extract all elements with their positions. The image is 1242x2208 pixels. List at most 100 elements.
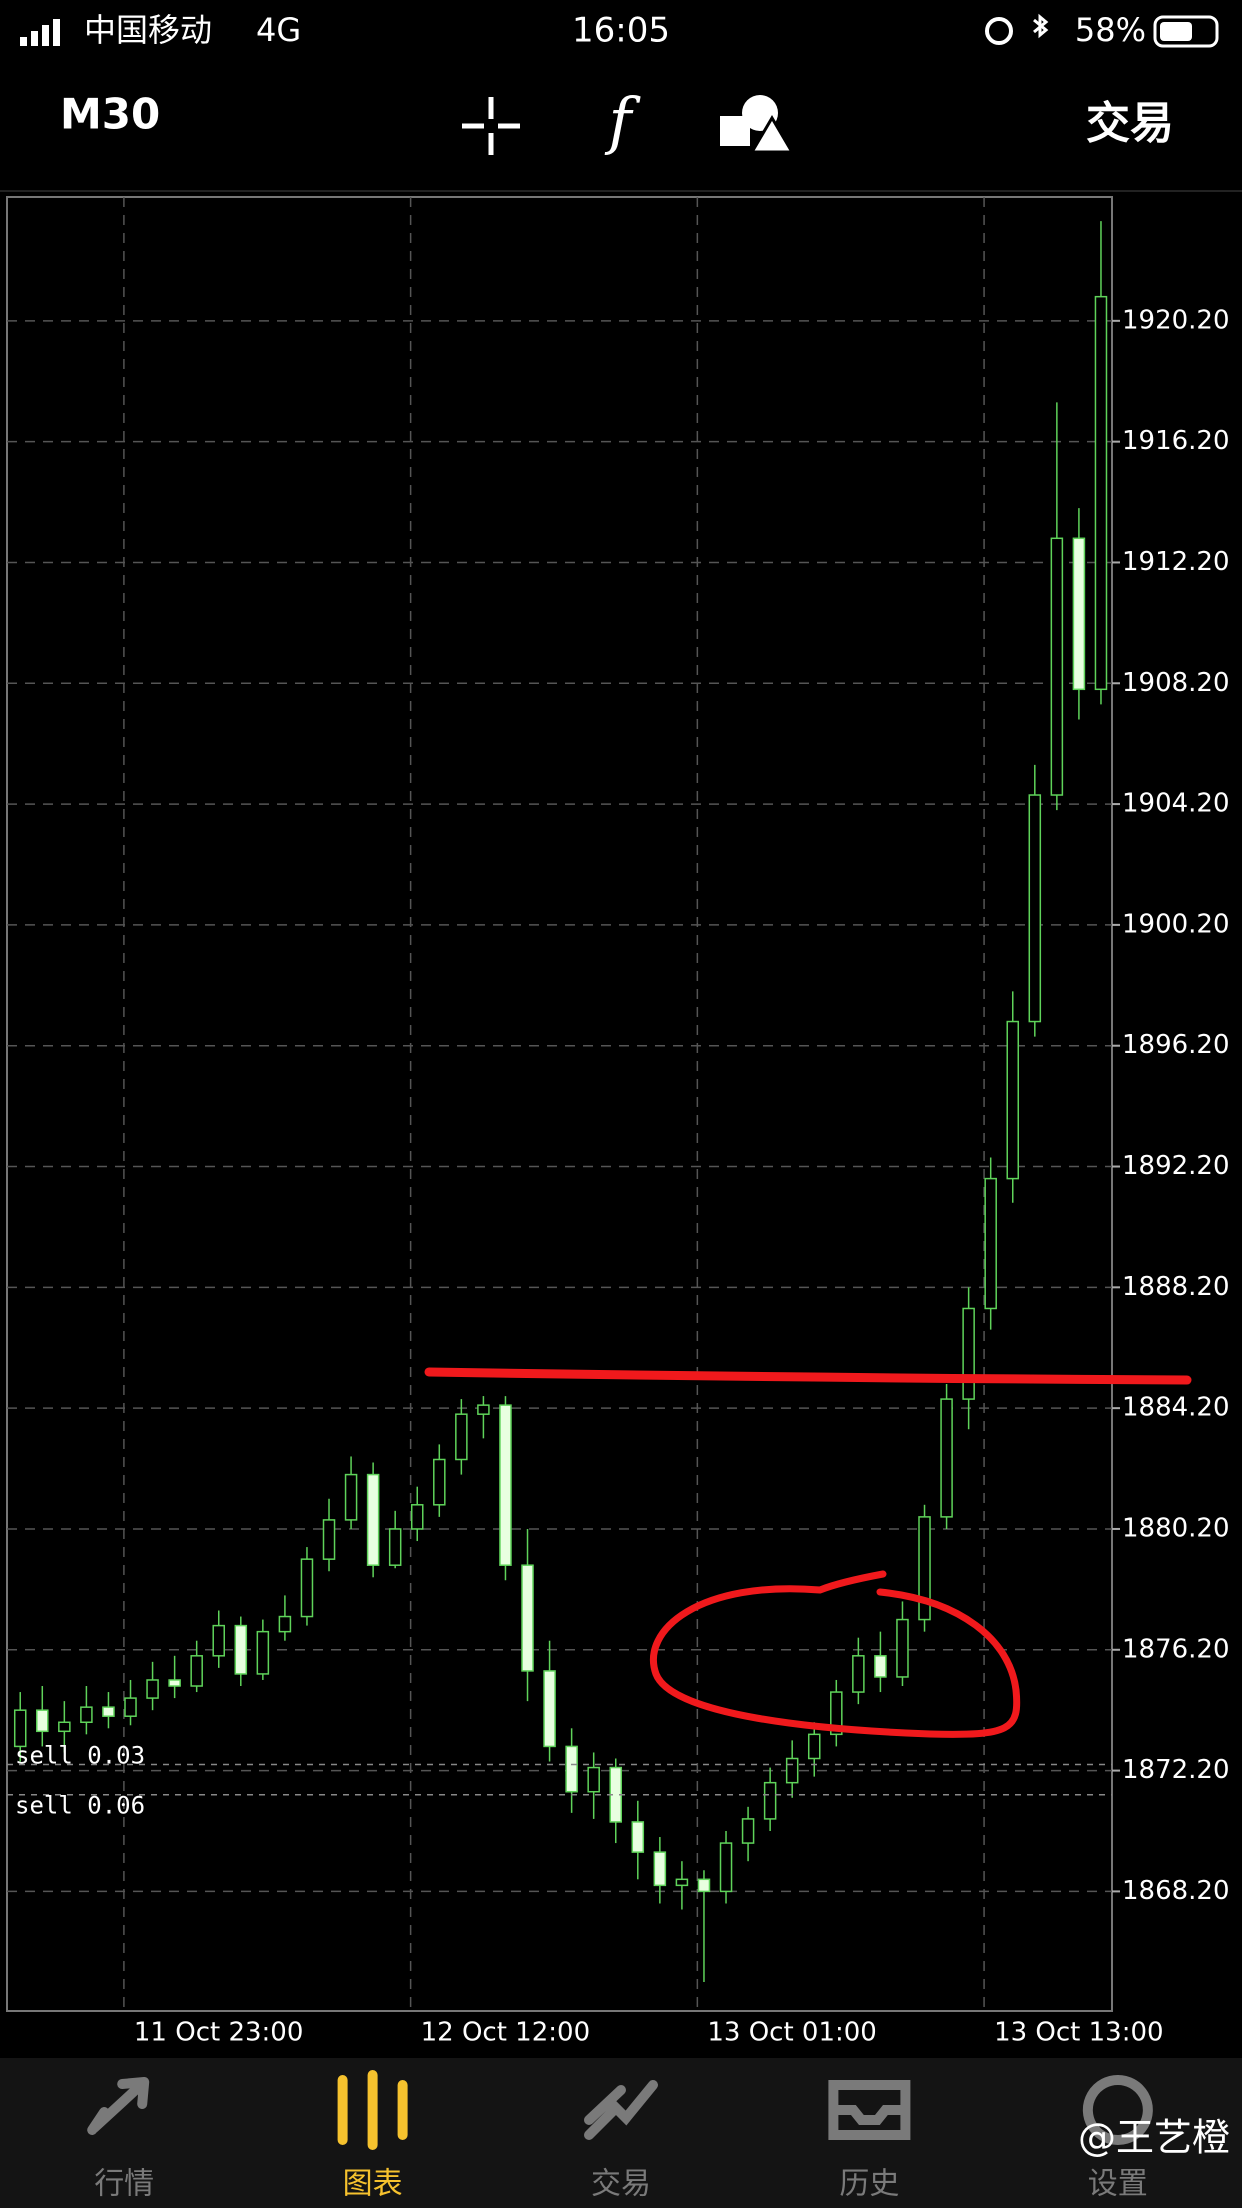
- candle-body: [1050, 537, 1064, 796]
- candle-body: [102, 1706, 115, 1717]
- candle-body: [1072, 537, 1086, 691]
- candle-body: [388, 1528, 402, 1566]
- candle-body: [168, 1679, 181, 1687]
- y-tick-label: 1868.20: [1122, 1876, 1230, 1906]
- candle-body: [433, 1458, 446, 1506]
- candle-body: [587, 1766, 600, 1793]
- x-tick-label: 11 Oct 23:00: [134, 2018, 304, 2048]
- candle-body: [410, 1504, 424, 1530]
- objects-button[interactable]: [720, 95, 795, 154]
- y-tick-label: 1880.20: [1122, 1513, 1230, 1543]
- chart: 1868.20 1872.20 1876.20 1880.20 1884.20 1888.…: [7, 197, 1230, 2048]
- tab-label[interactable]: 历史: [839, 2167, 899, 2202]
- y-tick-label: 1900.20: [1122, 909, 1230, 939]
- candle-body: [13, 1709, 27, 1748]
- candle-body: [146, 1679, 159, 1699]
- clock: 16:05: [572, 11, 670, 51]
- candle-body: [631, 1821, 645, 1853]
- y-tick-label: 1892.20: [1122, 1151, 1230, 1181]
- y-tick-label: 1888.20: [1122, 1272, 1230, 1302]
- candle-body: [477, 1404, 490, 1415]
- x-tick-label: 12 Oct 12:00: [421, 2018, 591, 2048]
- candle-body: [807, 1733, 821, 1760]
- tab-label[interactable]: 图表: [343, 2167, 403, 2202]
- candle-body: [190, 1655, 203, 1687]
- candle-body: [1028, 794, 1042, 1023]
- chart-frame: [6, 196, 1113, 2012]
- battery-level: 58%: [1075, 11, 1146, 49]
- candle-body: [300, 1558, 314, 1618]
- carrier: 中国移动: [84, 11, 212, 49]
- battery-fill: [1160, 22, 1192, 41]
- candle-body: [653, 1851, 667, 1887]
- tab-label[interactable]: 行情: [94, 2167, 154, 2202]
- candle-body: [785, 1757, 799, 1784]
- bluetooth-icon: [1033, 13, 1049, 39]
- timeframe-button[interactable]: M30: [60, 90, 160, 139]
- candle-body: [1094, 295, 1108, 691]
- candle-body: [940, 1398, 953, 1518]
- candle-body: [344, 1473, 358, 1521]
- candle-body: [455, 1413, 468, 1461]
- candle-body: [962, 1307, 975, 1400]
- candle-body: [58, 1721, 71, 1733]
- drawn-line: [424, 1367, 1192, 1385]
- y-tick-label: 1904.20: [1122, 789, 1230, 819]
- candle-body: [1006, 1020, 1020, 1180]
- tab-label[interactable]: 设置: [1088, 2167, 1148, 2202]
- battery-icon: [1153, 15, 1219, 48]
- tab-icon[interactable]: [828, 2080, 911, 2140]
- y-tick-label: 1916.20: [1122, 426, 1230, 456]
- candle-body: [719, 1842, 733, 1893]
- candle-body: [543, 1670, 556, 1748]
- candle-body: [565, 1745, 578, 1793]
- candle-body: [521, 1564, 534, 1672]
- y-tick-label: 1876.20: [1122, 1634, 1230, 1664]
- signal-icon: [20, 19, 60, 46]
- y-tick-label: 1872.20: [1122, 1755, 1230, 1785]
- trade-button[interactable]: 交易: [1086, 98, 1174, 149]
- candle-body: [124, 1697, 137, 1717]
- candle-body: [874, 1655, 887, 1678]
- candle-body: [499, 1404, 512, 1566]
- alarm-icon: [985, 17, 1013, 45]
- y-tick-label: 1920.20: [1122, 305, 1230, 335]
- tab-icon[interactable]: [584, 2080, 658, 2140]
- y-tick-label: 1896.20: [1122, 1030, 1230, 1060]
- drawn-circle: [650, 1570, 1021, 1738]
- candle-body: [763, 1781, 777, 1820]
- tab-icon[interactable]: [1082, 2075, 1153, 2145]
- tab-icon[interactable]: [337, 2070, 408, 2150]
- candle-body: [36, 1709, 49, 1733]
- candle-body: [322, 1519, 336, 1560]
- order-label: sell 0.06: [15, 1792, 145, 1820]
- candle-body: [675, 1878, 689, 1887]
- candle-body: [984, 1177, 997, 1310]
- tab-icon[interactable]: [87, 2077, 150, 2135]
- candle-body: [830, 1691, 843, 1736]
- candle-body: [80, 1706, 93, 1724]
- y-tick-label: 1908.20: [1122, 668, 1230, 698]
- x-tick-label: 13 Oct 13:00: [994, 2018, 1164, 2048]
- candle-body: [896, 1618, 909, 1678]
- candle-body: [852, 1655, 865, 1693]
- x-tick-label: 13 Oct 01:00: [707, 2018, 877, 2048]
- y-tick-label: 1884.20: [1122, 1393, 1230, 1423]
- tab-bar: [0, 2058, 1242, 2208]
- candle-body: [741, 1818, 755, 1844]
- watermark: @王艺橙: [1078, 2116, 1230, 2160]
- candle-body: [697, 1878, 711, 1893]
- candle-body: [234, 1624, 248, 1675]
- candle-body: [918, 1516, 931, 1621]
- y-tick-label: 1912.20: [1122, 547, 1230, 577]
- candle-body: [212, 1624, 226, 1657]
- candle-body: [366, 1473, 380, 1566]
- candle-body: [278, 1615, 292, 1633]
- crosshair-button[interactable]: [462, 97, 520, 155]
- tabs: 行情 图表 交易 历史 设置: [87, 2070, 1153, 2202]
- tab-label[interactable]: 交易: [591, 2167, 651, 2202]
- candle-body: [256, 1630, 270, 1675]
- network: 4G: [256, 11, 301, 49]
